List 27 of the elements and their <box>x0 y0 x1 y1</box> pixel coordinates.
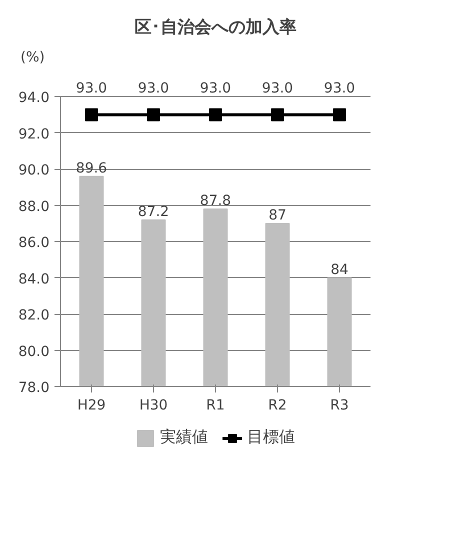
y-tick-label: 80.0 <box>18 344 50 360</box>
y-tick-label: 88.0 <box>18 198 50 215</box>
data-label: 93.0 <box>324 80 356 97</box>
y-axis-title: (%) <box>20 50 45 66</box>
y-tick-label: 90.0 <box>18 162 50 179</box>
y-tick-label: 84.0 <box>18 271 50 288</box>
data-label: 87.8 <box>200 193 232 210</box>
y-tick-label: 86.0 <box>18 235 50 252</box>
data-label: 93.0 <box>138 80 170 97</box>
x-tick-label: R3 <box>330 398 349 414</box>
y-tick-label: 92.0 <box>18 126 50 142</box>
y-tick-label: 78.0 <box>18 380 50 396</box>
x-tick-label: H30 <box>139 398 168 414</box>
x-tick-label: R2 <box>268 398 287 414</box>
data-label: 93.0 <box>200 80 232 97</box>
x-tick-label: R1 <box>206 398 225 414</box>
chart-title: 区･自治会への加入率 <box>134 18 296 38</box>
data-label: 93.0 <box>262 80 294 97</box>
data-label: 87.2 <box>138 204 170 220</box>
legend-label: 目標値 <box>247 427 295 448</box>
data-label: 87 <box>268 208 286 224</box>
data-label: 84 <box>330 262 348 278</box>
x-tick-label: H29 <box>77 398 106 414</box>
data-label: 93.0 <box>76 80 108 97</box>
y-tick-label: 94.0 <box>18 90 50 106</box>
y-tick-label: 82.0 <box>18 308 50 324</box>
legend-label: 実績値 <box>160 427 208 448</box>
